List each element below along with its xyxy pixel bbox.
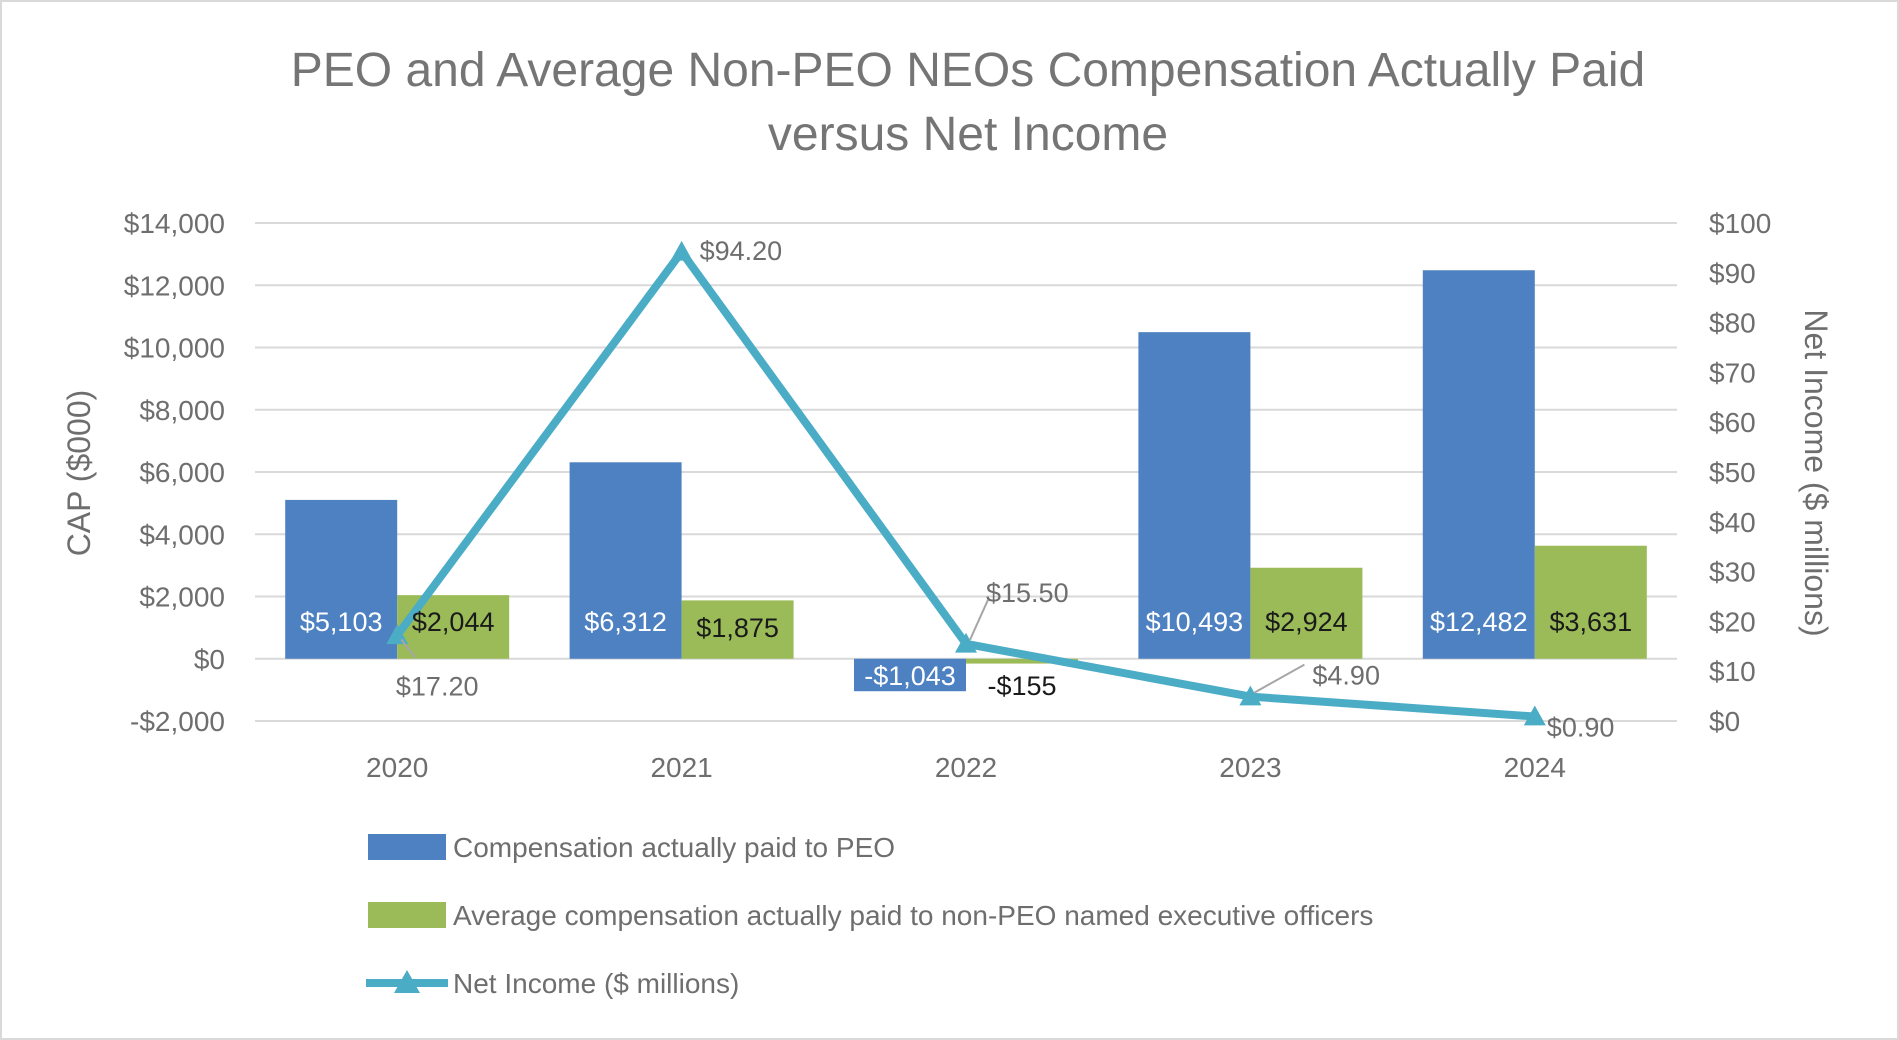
right-tick-label: $10 bbox=[1709, 656, 1756, 687]
data-label-peo-2022: -$1,043 bbox=[864, 661, 956, 691]
data-label-net-income-2024: $0.90 bbox=[1547, 713, 1615, 743]
legend-swatch-peo bbox=[368, 834, 446, 860]
data-label-net-income-2020: $17.20 bbox=[396, 671, 479, 701]
bar-peo-2020 bbox=[285, 499, 398, 659]
left-tick-label: $10,000 bbox=[124, 333, 225, 364]
x-tick-label-2020: 2020 bbox=[366, 752, 428, 783]
data-label-neo-2020: $2,044 bbox=[412, 607, 495, 637]
data-label-peo-2021: $6,312 bbox=[584, 607, 667, 637]
data-label-peo-2024: $12,482 bbox=[1430, 607, 1528, 637]
net-income-marker-2021 bbox=[670, 240, 693, 261]
left-tick-label: $8,000 bbox=[139, 395, 225, 426]
bar-peo-2021 bbox=[569, 462, 682, 659]
line-data-labels: $17.20 $94.20 $15.50 $4.90 $0.90 bbox=[396, 236, 1614, 743]
legend: Compensation actually paid to PEO Average… bbox=[366, 832, 1373, 999]
bar-peo-2023 bbox=[1138, 332, 1251, 659]
left-tick-label: $4,000 bbox=[139, 519, 225, 550]
bar-peo-2024 bbox=[1422, 270, 1535, 659]
net-income-line bbox=[386, 240, 1546, 726]
right-tick-label: $70 bbox=[1709, 357, 1756, 388]
right-tick-label: $40 bbox=[1709, 507, 1756, 538]
legend-label-peo: Compensation actually paid to PEO bbox=[453, 832, 895, 863]
left-tick-label: $0 bbox=[194, 644, 225, 675]
right-axis-title: Net Income ($ millions) bbox=[1798, 309, 1834, 636]
bar-neo-2021 bbox=[681, 600, 794, 659]
data-label-net-income-2023: $4.90 bbox=[1312, 661, 1380, 691]
left-axis-title: CAP ($000) bbox=[61, 390, 97, 557]
leader-line-2020 bbox=[400, 638, 416, 658]
data-label-neo-2024: $3,631 bbox=[1550, 607, 1633, 637]
right-axis-ticks: $0 $10 $20 $30 $40 $50 $60 $70 $80 $90 $100 bbox=[1709, 208, 1771, 737]
data-label-neo-2022: -$155 bbox=[987, 671, 1056, 701]
right-tick-label: $60 bbox=[1709, 407, 1756, 438]
bars bbox=[285, 270, 1647, 692]
right-tick-label: $80 bbox=[1709, 308, 1756, 339]
legend-swatch-neo bbox=[368, 902, 446, 928]
chart-title: PEO and Average Non-PEO NEOs Compensatio… bbox=[291, 44, 1646, 161]
legend-label-neo: Average compensation actually paid to no… bbox=[453, 900, 1373, 931]
right-tick-label: $90 bbox=[1709, 258, 1756, 289]
data-label-net-income-2022: $15.50 bbox=[986, 578, 1069, 608]
bar-peo-2022 bbox=[854, 658, 966, 692]
right-tick-label: $100 bbox=[1709, 208, 1771, 239]
net-income-marker-2022 bbox=[955, 632, 977, 653]
x-tick-label-2023: 2023 bbox=[1219, 752, 1281, 783]
chart-title-line-2: versus Net Income bbox=[768, 108, 1168, 161]
bar-neo-2023 bbox=[1250, 567, 1363, 659]
legend-marker-net-income bbox=[394, 970, 420, 993]
x-tick-label-2024: 2024 bbox=[1504, 752, 1566, 783]
left-tick-label: $14,000 bbox=[124, 208, 225, 239]
left-tick-label: $2,000 bbox=[139, 582, 225, 613]
data-label-net-income-2021: $94.20 bbox=[700, 236, 783, 266]
data-label-neo-2023: $2,924 bbox=[1265, 607, 1348, 637]
right-tick-label: $0 bbox=[1709, 706, 1740, 737]
net-income-marker-2020 bbox=[386, 624, 409, 645]
data-label-peo-2023: $10,493 bbox=[1146, 607, 1244, 637]
right-tick-label: $50 bbox=[1709, 457, 1756, 488]
bar-neo-2024 bbox=[1534, 545, 1647, 659]
left-tick-label: -$2,000 bbox=[130, 706, 225, 737]
x-axis-ticks: 2020 2021 2022 2023 2024 bbox=[366, 752, 1566, 783]
bar-neo-2022 bbox=[966, 658, 1078, 664]
bar-data-labels: $5,103 $2,044 $6,312 $1,875 -$1,043 -$155 $10,… bbox=[300, 607, 1632, 701]
leader-line-2023 bbox=[1253, 663, 1305, 694]
data-label-peo-2020: $5,103 bbox=[300, 607, 383, 637]
data-label-neo-2021: $1,875 bbox=[696, 613, 779, 643]
x-tick-label-2022: 2022 bbox=[935, 752, 997, 783]
chart-title-line-1: PEO and Average Non-PEO NEOs Compensatio… bbox=[291, 44, 1646, 97]
right-tick-label: $20 bbox=[1709, 606, 1756, 637]
net-income-marker-2023 bbox=[1239, 685, 1262, 706]
net-income-marker-2024 bbox=[1523, 705, 1546, 726]
left-tick-label: $6,000 bbox=[139, 457, 225, 488]
right-tick-label: $30 bbox=[1709, 557, 1756, 588]
x-tick-label-2021: 2021 bbox=[650, 752, 712, 783]
leader-line-2022 bbox=[969, 599, 989, 641]
left-tick-label: $12,000 bbox=[124, 270, 225, 301]
legend-label-net-income: Net Income ($ millions) bbox=[453, 968, 739, 999]
left-axis-ticks: -$2,000 $0 $2,000 $4,000 $6,000 $8,000 $10,000… bbox=[124, 208, 225, 737]
